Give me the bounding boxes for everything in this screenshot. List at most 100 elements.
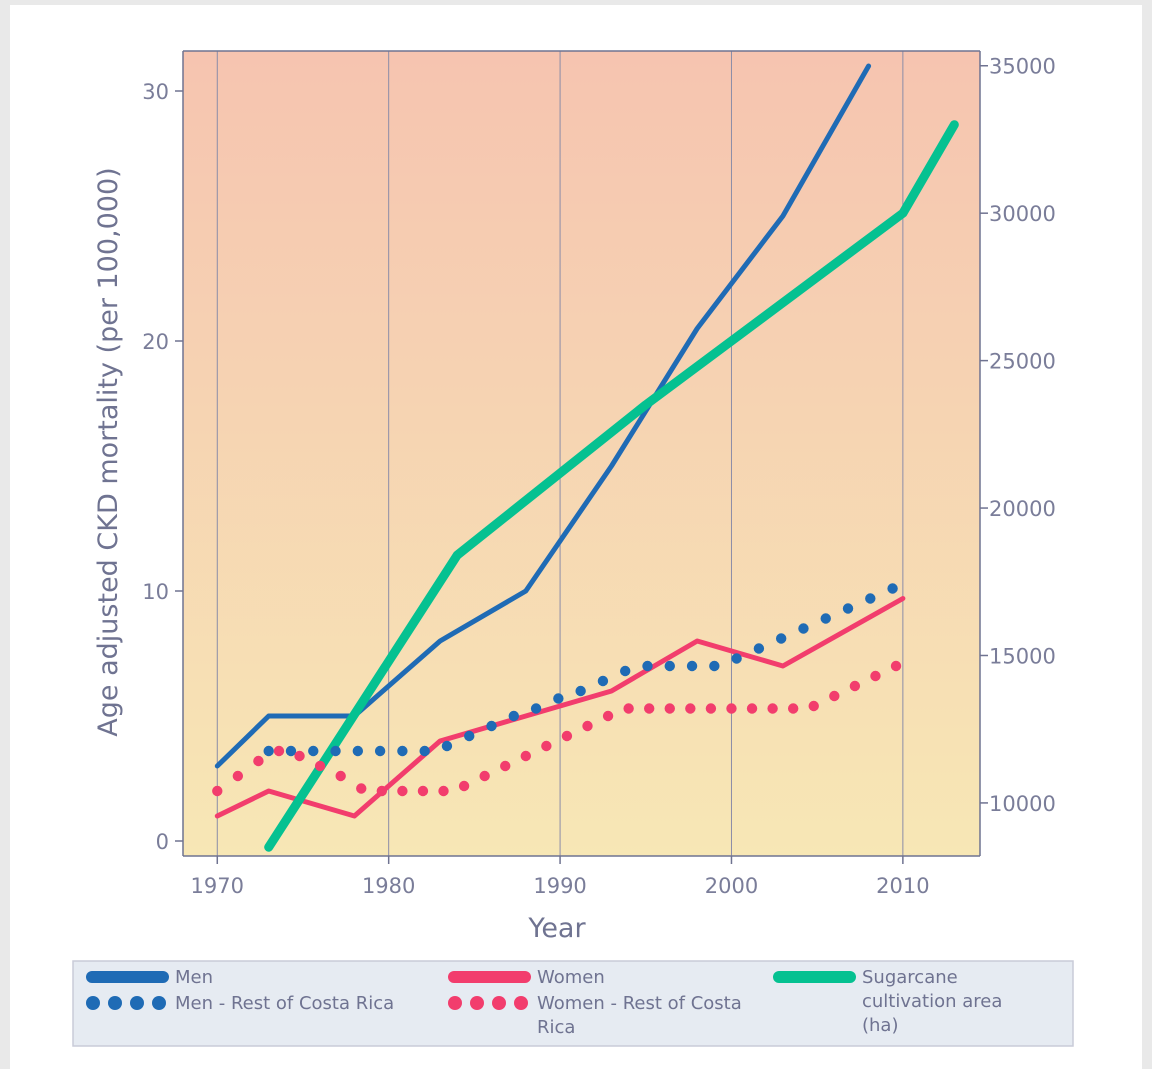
x-tick-label: 1980 (362, 874, 415, 898)
point-women-rest-of-costa-rica (500, 760, 511, 772)
legend-swatch-dot (108, 996, 122, 1010)
point-women-rest-of-costa-rica (602, 710, 614, 722)
point-men-rest-of-costa-rica (664, 660, 675, 672)
point-women-rest-of-costa-rica (356, 783, 367, 794)
point-women-rest-of-costa-rica (438, 785, 449, 797)
y2-tick-label: 25000 (989, 350, 1056, 374)
y2-tick-label: 35000 (989, 55, 1056, 79)
series-men-rest-of-costa-rica (263, 583, 898, 757)
point-women-rest-of-costa-rica (458, 780, 470, 792)
legend-label: Men - Rest of Costa Rica (175, 993, 394, 1014)
point-women-rest-of-costa-rica (870, 670, 881, 682)
point-women-rest-of-costa-rica (726, 703, 737, 714)
point-men-rest-of-costa-rica (820, 613, 831, 624)
legend-label-line: cultivation area (862, 991, 1002, 1012)
point-men-rest-of-costa-rica (620, 665, 631, 677)
legend-swatch-dot (448, 996, 462, 1010)
legend: Men Women Sugarcane cultivation area (ha) Men… (72, 960, 1074, 1047)
point-women-rest-of-costa-rica (417, 785, 429, 797)
chart-card: 1970 1980 1990 2000 2010 0 10 20 30 10000 15000 200… (10, 5, 1142, 1069)
point-women-rest-of-costa-rica (232, 770, 244, 782)
y-tick-label: 30 (142, 80, 169, 104)
point-men-rest-of-costa-rica (263, 745, 274, 757)
point-men-rest-of-costa-rica (775, 633, 787, 644)
legend-item: Women (448, 967, 605, 988)
point-men-rest-of-costa-rica (464, 730, 475, 742)
point-men-rest-of-costa-rica (530, 703, 542, 714)
point-men-rest-of-costa-rica (397, 745, 408, 757)
point-women-rest-of-costa-rica (664, 703, 675, 714)
y-tick-label: 0 (156, 830, 169, 854)
point-men-rest-of-costa-rica (798, 623, 809, 634)
point-men-rest-of-costa-rica (753, 643, 765, 654)
point-women-rest-of-costa-rica (746, 703, 758, 714)
point-men-rest-of-costa-rica (865, 593, 876, 604)
point-women-rest-of-costa-rica (561, 730, 573, 742)
point-men-rest-of-costa-rica (330, 745, 341, 757)
y2-tick-label: 30000 (989, 202, 1056, 226)
point-women-rest-of-costa-rica (376, 785, 388, 797)
point-women-rest-of-costa-rica (849, 680, 861, 692)
point-women-rest-of-costa-rica (479, 770, 490, 782)
legend-swatch-dot (514, 996, 528, 1010)
point-men-rest-of-costa-rica (842, 603, 854, 614)
legend-item: Sugarcane cultivation area (ha) (773, 967, 1002, 1036)
x-axis-label: Year (527, 913, 586, 944)
legend-box (72, 960, 1074, 1047)
x-tick-label: 1990 (533, 874, 586, 898)
y-tick-label: 10 (142, 580, 169, 604)
point-women-rest-of-costa-rica (623, 703, 634, 714)
point-women-rest-of-costa-rica (335, 770, 346, 782)
point-women-rest-of-costa-rica (582, 720, 593, 732)
point-women-rest-of-costa-rica (520, 750, 531, 762)
point-women-rest-of-costa-rica (541, 740, 552, 752)
point-women-rest-of-costa-rica (644, 703, 655, 714)
point-men-rest-of-costa-rica (374, 745, 386, 757)
legend-label-line: Women - Rest of Costa (537, 993, 742, 1014)
y2-tick-label: 15000 (989, 644, 1056, 668)
point-women-rest-of-costa-rica (829, 690, 840, 702)
x-tick-label: 1970 (191, 874, 244, 898)
point-women-rest-of-costa-rica (685, 703, 696, 714)
point-men-rest-of-costa-rica (597, 675, 609, 687)
ckd-mortality-chart: 1970 1980 1990 2000 2010 0 10 20 30 10000 15000 200… (72, 50, 1074, 1047)
point-women-rest-of-costa-rica (787, 703, 799, 714)
legend-label: Women - Rest of Costa Rica (537, 993, 742, 1038)
legend-item: Women - Rest of Costa Rica (448, 993, 742, 1038)
legend-swatch-dot (492, 996, 506, 1010)
point-men-rest-of-costa-rica (308, 745, 319, 757)
point-men-rest-of-costa-rica (731, 653, 742, 664)
legend-item: Men (86, 967, 213, 988)
point-men-rest-of-costa-rica (486, 720, 497, 732)
y2-tick-label: 20000 (989, 497, 1056, 521)
point-women-rest-of-costa-rica (253, 755, 264, 767)
legend-label: Women (537, 967, 605, 988)
y2-tick-label: 10000 (989, 792, 1056, 816)
point-women-rest-of-costa-rica (273, 745, 285, 757)
y-axis-label: Age adjusted CKD mortality (per 100,000) (93, 167, 124, 736)
point-women-rest-of-costa-rica (767, 703, 778, 714)
legend-label-line: Sugarcane (862, 967, 958, 988)
legend-label: Sugarcane cultivation area (ha) (862, 967, 1002, 1036)
point-women-rest-of-costa-rica (294, 750, 305, 762)
legend-label-line: (ha) (862, 1015, 898, 1036)
x-tick-label: 2010 (876, 874, 929, 898)
point-women-rest-of-costa-rica (212, 785, 223, 797)
point-men-rest-of-costa-rica (508, 710, 519, 722)
point-women-rest-of-costa-rica (808, 700, 819, 712)
series-women-rest-of-costa-rica (212, 660, 902, 797)
point-women-rest-of-costa-rica (705, 703, 717, 714)
legend-swatch-dot (130, 996, 144, 1010)
series-sugarcane-cultivation-area-ha (264, 120, 959, 852)
legend-label-line: Rica (537, 1017, 575, 1038)
point-women-rest-of-costa-rica (890, 660, 902, 672)
point-men-rest-of-costa-rica (352, 745, 364, 757)
point-men-rest-of-costa-rica (686, 660, 698, 672)
legend-swatch-dot (470, 996, 484, 1010)
legend-item: Men - Rest of Costa Rica (86, 993, 394, 1014)
point-men-rest-of-costa-rica (285, 745, 297, 757)
point-women-rest-of-costa-rica (314, 760, 326, 772)
point-men-rest-of-costa-rica (575, 685, 586, 697)
point-men-rest-of-costa-rica (642, 660, 653, 672)
legend-label: Men (175, 967, 213, 988)
